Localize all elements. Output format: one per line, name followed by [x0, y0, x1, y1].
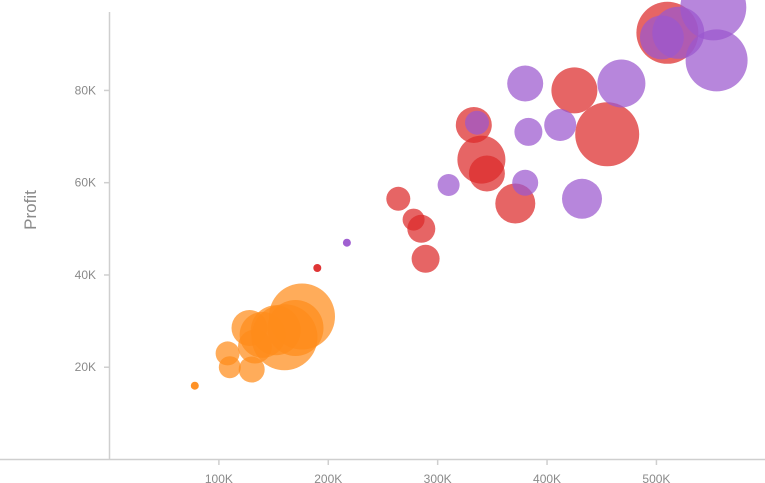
- y-axis-title: Profit: [21, 190, 40, 230]
- bubble-point[interactable]: [342, 238, 351, 247]
- bubble-point[interactable]: [597, 59, 646, 108]
- bubble-point[interactable]: [544, 109, 577, 141]
- bubble-point[interactable]: [386, 186, 411, 211]
- plot-area: [190, 0, 748, 390]
- y-tick-label: 40K: [75, 268, 96, 282]
- x-tick-label: 100K: [205, 472, 233, 483]
- bubble-point[interactable]: [218, 356, 241, 379]
- bubble-point[interactable]: [465, 110, 489, 135]
- bubble-point[interactable]: [507, 65, 544, 102]
- bubble-point[interactable]: [468, 155, 505, 192]
- bubble-point[interactable]: [685, 29, 748, 92]
- bubble-point[interactable]: [190, 381, 199, 390]
- bubble-point[interactable]: [269, 283, 335, 350]
- x-tick-label: 400K: [533, 472, 561, 483]
- x-tick-label: 200K: [314, 472, 342, 483]
- bubble-point[interactable]: [551, 67, 598, 114]
- bubble-point[interactable]: [407, 214, 436, 243]
- bubble-point[interactable]: [680, 0, 747, 41]
- x-tick-label: 500K: [642, 472, 670, 483]
- y-tick-label: 80K: [75, 83, 96, 97]
- y-tick-label: 20K: [75, 360, 96, 374]
- bubble-point[interactable]: [562, 178, 602, 219]
- y-tick-label: 60K: [75, 176, 96, 190]
- x-axis-ticks: 100K 200K 300K 400K 500K: [205, 459, 670, 483]
- bubble-point[interactable]: [313, 264, 322, 272]
- bubble-point[interactable]: [411, 244, 440, 273]
- x-tick-label: 300K: [424, 472, 452, 483]
- bubble-point[interactable]: [514, 117, 543, 146]
- bubble-point[interactable]: [437, 174, 460, 196]
- bubble-point[interactable]: [575, 102, 640, 167]
- y-axis-ticks: 20K 40K 60K 80K: [75, 83, 110, 374]
- bubble-point[interactable]: [512, 169, 539, 196]
